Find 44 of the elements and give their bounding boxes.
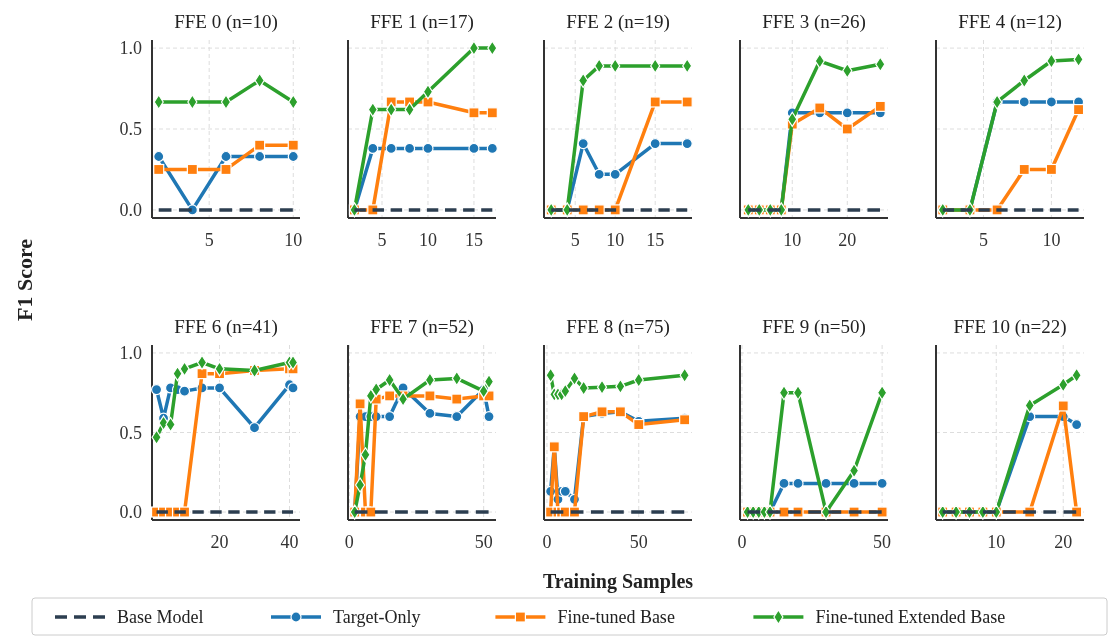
- x-tick-label: 40: [280, 532, 299, 552]
- y-axis-title: F1 Score: [12, 238, 37, 322]
- x-tick-label: 20: [838, 230, 857, 250]
- x-tick-label: 15: [646, 230, 665, 250]
- chart-title: FFE 2 (n=19): [566, 11, 670, 33]
- x-tick-label: 5: [204, 230, 214, 250]
- chart-title: FFE 10 (n=22): [953, 316, 1067, 338]
- legend-label: Target-Only: [333, 607, 421, 627]
- x-tick-label: 5: [377, 230, 387, 250]
- x-tick-label: 20: [1054, 532, 1073, 552]
- chart-title: FFE 1 (n=17): [370, 11, 474, 33]
- y-tick-label: 0.0: [119, 199, 142, 220]
- x-tick-label: 10: [1042, 230, 1061, 250]
- chart-title: FFE 6 (n=41): [174, 316, 278, 338]
- x-tick-label: 20: [210, 532, 229, 552]
- x-tick-label: 5: [570, 230, 580, 250]
- y-tick-label: 1.0: [119, 342, 142, 363]
- chart-title: FFE 8 (n=75): [566, 316, 670, 338]
- y-tick-label: 0.0: [119, 502, 142, 523]
- chart-title: FFE 0 (n=10): [174, 11, 278, 33]
- x-tick-label: 50: [873, 532, 892, 552]
- legend-label: Base Model: [117, 607, 204, 627]
- legend-label: Fine-tuned Extended Base: [815, 607, 1006, 627]
- y-tick-label: 0.5: [119, 422, 142, 443]
- x-tick-label: 0: [737, 532, 747, 552]
- x-tick-label: 0: [344, 532, 354, 552]
- y-tick-label: 1.0: [119, 38, 142, 59]
- legend-label: Fine-tuned Base: [557, 607, 675, 627]
- chart-title: FFE 4 (n=12): [958, 11, 1062, 33]
- x-tick-label: 0: [542, 532, 552, 552]
- x-tick-label: 10: [987, 532, 1006, 552]
- x-axis-title: Training Samples: [542, 570, 694, 593]
- chart-title: FFE 7 (n=52): [370, 316, 474, 338]
- x-tick-label: 10: [783, 230, 802, 250]
- x-tick-label: 50: [629, 532, 648, 552]
- x-tick-label: 5: [979, 230, 989, 250]
- x-tick-label: 10: [606, 230, 625, 250]
- x-tick-label: 50: [474, 532, 493, 552]
- chart-title: FFE 9 (n=50): [762, 316, 866, 338]
- x-tick-label: 15: [464, 230, 483, 250]
- x-tick-label: 10: [418, 230, 437, 250]
- x-tick-label: 10: [284, 230, 303, 250]
- y-tick-label: 0.5: [119, 119, 142, 139]
- chart-title: FFE 3 (n=26): [762, 11, 866, 33]
